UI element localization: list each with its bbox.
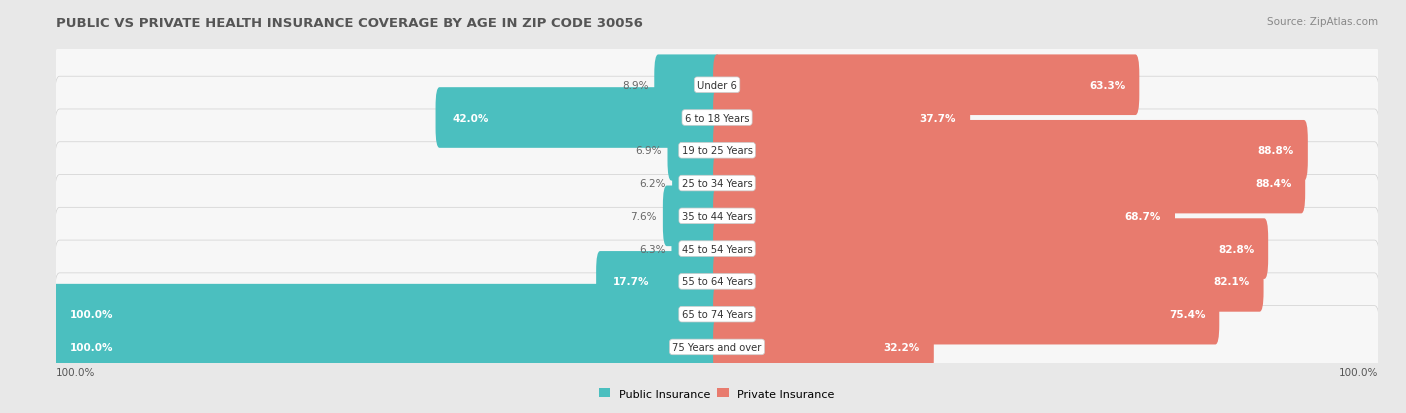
FancyBboxPatch shape bbox=[55, 44, 1379, 127]
FancyBboxPatch shape bbox=[713, 252, 1264, 312]
Text: 8.9%: 8.9% bbox=[621, 81, 648, 90]
FancyBboxPatch shape bbox=[713, 153, 1305, 214]
FancyBboxPatch shape bbox=[55, 175, 1379, 258]
Text: 55 to 64 Years: 55 to 64 Years bbox=[682, 277, 752, 287]
Text: Under 6: Under 6 bbox=[697, 81, 737, 90]
Text: 82.8%: 82.8% bbox=[1218, 244, 1254, 254]
FancyBboxPatch shape bbox=[654, 55, 721, 116]
Text: PUBLIC VS PRIVATE HEALTH INSURANCE COVERAGE BY AGE IN ZIP CODE 30056: PUBLIC VS PRIVATE HEALTH INSURANCE COVER… bbox=[56, 17, 643, 29]
Text: 6 to 18 Years: 6 to 18 Years bbox=[685, 113, 749, 123]
FancyBboxPatch shape bbox=[672, 219, 721, 279]
FancyBboxPatch shape bbox=[668, 121, 721, 181]
FancyBboxPatch shape bbox=[596, 252, 721, 312]
FancyBboxPatch shape bbox=[713, 317, 934, 377]
FancyBboxPatch shape bbox=[713, 186, 1175, 247]
Text: 68.7%: 68.7% bbox=[1125, 211, 1161, 221]
Text: 88.4%: 88.4% bbox=[1256, 179, 1291, 189]
FancyBboxPatch shape bbox=[713, 284, 1219, 344]
Text: 65 to 74 Years: 65 to 74 Years bbox=[682, 309, 752, 319]
FancyBboxPatch shape bbox=[713, 219, 1268, 279]
Text: 100.0%: 100.0% bbox=[56, 368, 96, 377]
Text: 32.2%: 32.2% bbox=[884, 342, 920, 352]
Text: 19 to 25 Years: 19 to 25 Years bbox=[682, 146, 752, 156]
FancyBboxPatch shape bbox=[55, 306, 1379, 388]
FancyBboxPatch shape bbox=[436, 88, 721, 148]
FancyBboxPatch shape bbox=[55, 77, 1379, 159]
FancyBboxPatch shape bbox=[55, 142, 1379, 225]
FancyBboxPatch shape bbox=[662, 186, 721, 247]
Text: 6.3%: 6.3% bbox=[638, 244, 665, 254]
Text: 88.8%: 88.8% bbox=[1258, 146, 1294, 156]
Text: 37.7%: 37.7% bbox=[920, 113, 956, 123]
FancyBboxPatch shape bbox=[713, 88, 970, 148]
Text: 100.0%: 100.0% bbox=[1339, 368, 1378, 377]
FancyBboxPatch shape bbox=[52, 317, 721, 377]
Text: 25 to 34 Years: 25 to 34 Years bbox=[682, 179, 752, 189]
FancyBboxPatch shape bbox=[55, 240, 1379, 323]
Legend: Public Insurance, Private Insurance: Public Insurance, Private Insurance bbox=[599, 388, 835, 399]
Text: 45 to 54 Years: 45 to 54 Years bbox=[682, 244, 752, 254]
Text: 100.0%: 100.0% bbox=[69, 309, 112, 319]
Text: 6.9%: 6.9% bbox=[636, 146, 662, 156]
Text: Source: ZipAtlas.com: Source: ZipAtlas.com bbox=[1267, 17, 1378, 26]
Text: 35 to 44 Years: 35 to 44 Years bbox=[682, 211, 752, 221]
FancyBboxPatch shape bbox=[55, 110, 1379, 192]
FancyBboxPatch shape bbox=[55, 208, 1379, 290]
Text: 42.0%: 42.0% bbox=[453, 113, 489, 123]
Text: 75 Years and over: 75 Years and over bbox=[672, 342, 762, 352]
Text: 6.2%: 6.2% bbox=[640, 179, 666, 189]
Text: 75.4%: 75.4% bbox=[1168, 309, 1205, 319]
FancyBboxPatch shape bbox=[55, 273, 1379, 356]
Text: 7.6%: 7.6% bbox=[630, 211, 657, 221]
FancyBboxPatch shape bbox=[672, 153, 721, 214]
Text: 17.7%: 17.7% bbox=[613, 277, 650, 287]
Text: 63.3%: 63.3% bbox=[1090, 81, 1125, 90]
FancyBboxPatch shape bbox=[52, 284, 721, 344]
FancyBboxPatch shape bbox=[713, 121, 1308, 181]
FancyBboxPatch shape bbox=[713, 55, 1139, 116]
Text: 100.0%: 100.0% bbox=[69, 342, 112, 352]
Text: 82.1%: 82.1% bbox=[1213, 277, 1250, 287]
